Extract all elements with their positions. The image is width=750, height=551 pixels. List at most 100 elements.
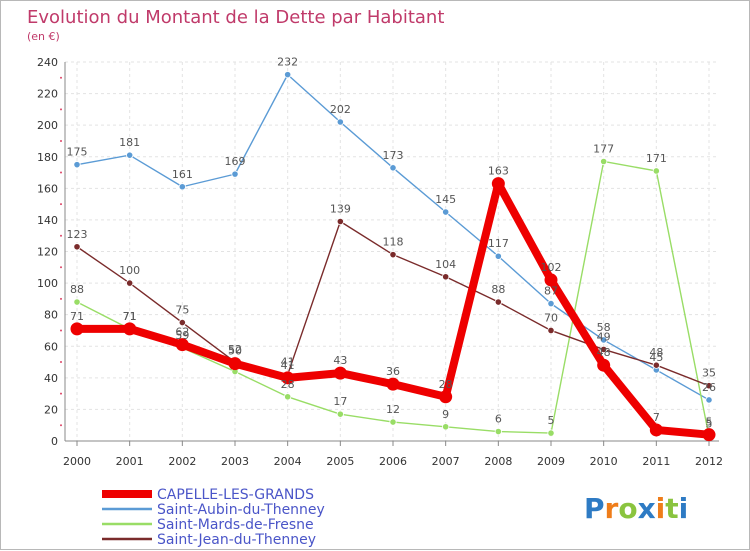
logo-letter: i	[679, 492, 689, 525]
data-point	[126, 279, 134, 287]
data-label: 88	[70, 283, 84, 296]
data-point	[231, 170, 239, 178]
data-label: 28	[281, 378, 295, 391]
data-point	[389, 251, 397, 259]
x-tick-label: 2007	[432, 455, 460, 468]
data-label: 9	[442, 408, 449, 421]
data-point	[389, 164, 397, 172]
chart-title: Evolution du Montant de la Dette par Hab…	[27, 7, 444, 28]
y-minor-tick	[60, 139, 62, 142]
data-label: 87	[544, 285, 558, 298]
data-point	[73, 243, 81, 251]
y-tick-label: 160	[37, 182, 58, 195]
data-label: 5	[548, 414, 555, 427]
y-tick-label: 0	[51, 435, 58, 448]
logo-letter: i	[656, 492, 666, 525]
y-tick-label: 240	[37, 56, 58, 69]
x-tick-label: 2010	[590, 455, 618, 468]
data-label: 5	[706, 416, 713, 429]
data-label: 145	[435, 193, 456, 206]
data-point	[494, 252, 502, 260]
data-label: 71	[123, 310, 137, 323]
y-tick-label: 80	[44, 309, 58, 322]
logo-letter: r	[605, 492, 619, 525]
data-point	[547, 300, 555, 308]
data-label: 48	[649, 346, 663, 359]
data-point	[547, 326, 555, 335]
logo-text: Proxiti	[584, 492, 688, 525]
data-point	[123, 322, 137, 336]
data-label: 43	[333, 354, 347, 367]
data-label: 58	[597, 321, 611, 334]
data-point	[281, 371, 295, 385]
data-label: 104	[435, 258, 456, 271]
y-tick-label: 140	[37, 214, 58, 227]
data-point	[389, 418, 397, 426]
data-point	[284, 71, 292, 79]
logo-letter: P	[584, 492, 605, 525]
data-label: 17	[333, 395, 347, 408]
data-point	[705, 382, 713, 390]
x-tick-label: 2002	[168, 455, 196, 468]
y-minor-tick	[60, 108, 62, 111]
data-label: 175	[67, 146, 88, 159]
data-point	[336, 410, 344, 418]
data-label: 62	[175, 326, 189, 339]
y-minor-tick	[60, 361, 62, 364]
y-tick-label: 20	[44, 403, 58, 416]
data-point	[652, 361, 660, 369]
data-point	[442, 208, 450, 216]
data-point	[544, 273, 558, 287]
series-lines	[70, 71, 716, 442]
y-minor-tick	[60, 203, 62, 206]
data-label: 41	[281, 356, 295, 369]
y-tick-label: 220	[37, 88, 58, 101]
data-label: 169	[225, 155, 246, 168]
x-tick-label: 2009	[537, 455, 565, 468]
proxiti-logo: Proxiti	[584, 492, 688, 525]
data-label: 52	[228, 343, 242, 356]
data-label: 181	[119, 136, 140, 149]
data-point	[491, 177, 505, 191]
data-label: 117	[488, 237, 509, 250]
data-label: 59	[175, 329, 189, 342]
y-minor-tick	[60, 392, 62, 395]
legend-label: Saint-Aubin-du-Thenney	[157, 502, 325, 518]
data-point	[439, 390, 453, 404]
data-label: 6	[495, 413, 502, 426]
legend-label: CAPELLE-LES-GRANDS	[157, 487, 314, 503]
x-tick-label: 2005	[326, 455, 354, 468]
data-label: 71	[123, 310, 137, 323]
data-point	[494, 298, 502, 306]
data-label: 41	[281, 359, 295, 372]
data-label: 171	[646, 152, 667, 165]
data-point	[126, 151, 134, 159]
x-tick-label: 2008	[484, 455, 512, 468]
y-minor-tick	[60, 329, 62, 332]
data-label: 12	[386, 403, 400, 416]
data-label: 173	[383, 149, 404, 162]
x-tick-label: 2000	[63, 455, 91, 468]
y-tick-label: 60	[44, 340, 58, 353]
x-tick-label: 2004	[274, 455, 302, 468]
logo-letter: t	[665, 492, 678, 525]
legend-label: Saint-Jean-du-Thenney	[157, 532, 316, 548]
data-point	[336, 118, 344, 126]
data-point	[73, 161, 81, 169]
data-point	[652, 167, 660, 175]
data-label: 7	[653, 411, 660, 424]
data-point	[600, 336, 608, 344]
data-point	[73, 298, 81, 306]
y-tick-label: 120	[37, 246, 58, 259]
data-point	[494, 427, 502, 436]
legend: CAPELLE-LES-GRANDSSaint-Aubin-du-Thenney…	[102, 487, 325, 548]
data-label: 45	[649, 351, 663, 364]
data-label: 71	[70, 310, 84, 323]
y-minor-tick	[60, 76, 62, 79]
legend-label: Saint-Mards-de-Fresne	[157, 517, 314, 533]
y-tick-label: 100	[37, 277, 58, 290]
data-point	[386, 377, 400, 391]
y-minor-tick	[60, 234, 62, 237]
y-tick-label: 200	[37, 119, 58, 132]
